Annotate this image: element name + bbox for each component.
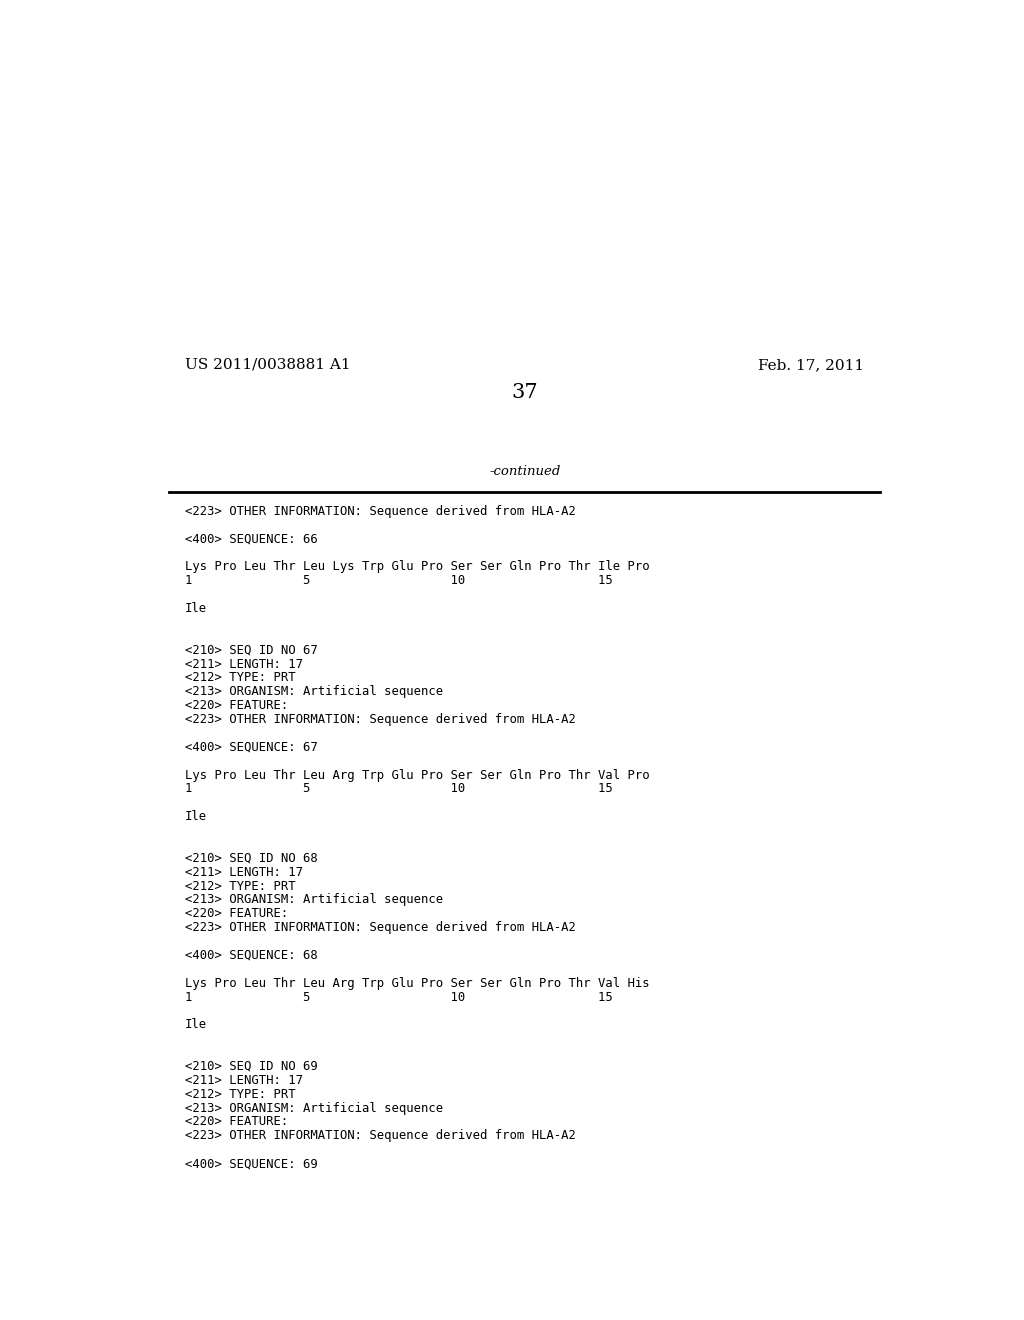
Text: <220> FEATURE:: <220> FEATURE: (185, 1115, 289, 1129)
Text: <210> SEQ ID NO 68: <210> SEQ ID NO 68 (185, 851, 317, 865)
Text: <210> SEQ ID NO 67: <210> SEQ ID NO 67 (185, 644, 317, 657)
Text: Ile: Ile (185, 602, 207, 615)
Text: <400> SEQUENCE: 67: <400> SEQUENCE: 67 (185, 741, 317, 754)
Text: 1               5                   10                  15: 1 5 10 15 (185, 574, 613, 587)
Text: <223> OTHER INFORMATION: Sequence derived from HLA-A2: <223> OTHER INFORMATION: Sequence derive… (185, 921, 577, 935)
Text: <211> LENGTH: 17: <211> LENGTH: 17 (185, 657, 303, 671)
Text: Feb. 17, 2011: Feb. 17, 2011 (759, 358, 864, 372)
Text: Ile: Ile (185, 810, 207, 824)
Text: <212> TYPE: PRT: <212> TYPE: PRT (185, 672, 296, 685)
Text: <211> LENGTH: 17: <211> LENGTH: 17 (185, 1074, 303, 1086)
Text: Ile: Ile (185, 1018, 207, 1031)
Text: <400> SEQUENCE: 69: <400> SEQUENCE: 69 (185, 1158, 317, 1170)
Text: <210> SEQ ID NO 69: <210> SEQ ID NO 69 (185, 1060, 317, 1073)
Text: <212> TYPE: PRT: <212> TYPE: PRT (185, 879, 296, 892)
Text: <213> ORGANISM: Artificial sequence: <213> ORGANISM: Artificial sequence (185, 894, 443, 907)
Text: Lys Pro Leu Thr Leu Lys Trp Glu Pro Ser Ser Gln Pro Thr Ile Pro: Lys Pro Leu Thr Leu Lys Trp Glu Pro Ser … (185, 561, 650, 573)
Text: US 2011/0038881 A1: US 2011/0038881 A1 (185, 358, 351, 372)
Text: <213> ORGANISM: Artificial sequence: <213> ORGANISM: Artificial sequence (185, 1102, 443, 1114)
Text: <212> TYPE: PRT: <212> TYPE: PRT (185, 1088, 296, 1101)
Text: <223> OTHER INFORMATION: Sequence derived from HLA-A2: <223> OTHER INFORMATION: Sequence derive… (185, 506, 577, 517)
Text: -continued: -continued (489, 465, 560, 478)
Text: Lys Pro Leu Thr Leu Arg Trp Glu Pro Ser Ser Gln Pro Thr Val Pro: Lys Pro Leu Thr Leu Arg Trp Glu Pro Ser … (185, 768, 650, 781)
Text: 37: 37 (511, 383, 539, 403)
Text: 1               5                   10                  15: 1 5 10 15 (185, 990, 613, 1003)
Text: <400> SEQUENCE: 66: <400> SEQUENCE: 66 (185, 533, 317, 545)
Text: <213> ORGANISM: Artificial sequence: <213> ORGANISM: Artificial sequence (185, 685, 443, 698)
Text: <400> SEQUENCE: 68: <400> SEQUENCE: 68 (185, 949, 317, 962)
Text: <223> OTHER INFORMATION: Sequence derived from HLA-A2: <223> OTHER INFORMATION: Sequence derive… (185, 713, 577, 726)
Text: 1               5                   10                  15: 1 5 10 15 (185, 783, 613, 796)
Text: <211> LENGTH: 17: <211> LENGTH: 17 (185, 866, 303, 879)
Text: <223> OTHER INFORMATION: Sequence derived from HLA-A2: <223> OTHER INFORMATION: Sequence derive… (185, 1130, 577, 1142)
Text: Lys Pro Leu Thr Leu Arg Trp Glu Pro Ser Ser Gln Pro Thr Val His: Lys Pro Leu Thr Leu Arg Trp Glu Pro Ser … (185, 977, 650, 990)
Text: <220> FEATURE:: <220> FEATURE: (185, 700, 289, 713)
Text: <220> FEATURE:: <220> FEATURE: (185, 907, 289, 920)
